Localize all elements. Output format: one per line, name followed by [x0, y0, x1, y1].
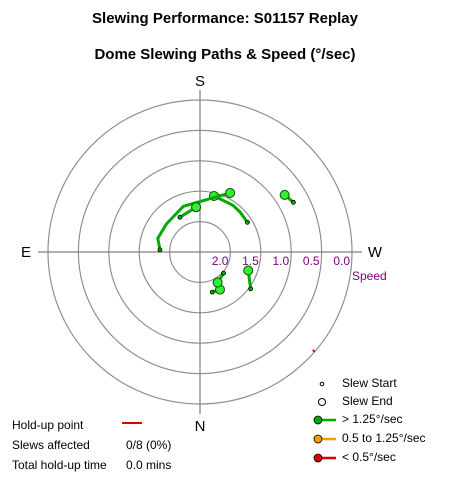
legend-slew-start: Slew Start: [342, 376, 397, 390]
holdup-line-icon: [122, 422, 142, 424]
slew-end-point-3: [191, 202, 202, 213]
legend-medium: 0.5 to 1.25°/sec: [342, 431, 426, 445]
compass-label-w: W: [368, 244, 383, 261]
speed-tick-label-3: 0.5: [303, 254, 320, 268]
slew-path-1: [212, 194, 249, 224]
chart-title: Slewing Performance: S01157 Replay: [92, 10, 358, 27]
total-holdup-label: Total hold-up time: [12, 458, 107, 472]
slew-start-point-6: [221, 270, 226, 276]
legend-fast: > 1.25°/sec: [342, 412, 403, 426]
legend-slew-end: Slew End: [342, 394, 393, 408]
slew-path-2: [156, 191, 232, 252]
slew-start-point-4: [209, 289, 215, 295]
legend-dot-0: [313, 415, 323, 425]
total-holdup-value: 0.0 mins: [126, 458, 172, 472]
slew-end-point-5: [243, 265, 254, 276]
slew-end-point-0: [279, 189, 290, 200]
slew-start-point-5: [248, 286, 254, 292]
legend-markers: [313, 381, 336, 463]
speed-tick-label-4: 0.0: [333, 254, 350, 268]
slews-affected-value: 0/8 (0%): [126, 438, 172, 452]
slew-end-point-6: [212, 277, 223, 288]
speed-ticks: 2.0 1.5 1.0 0.5 0.0: [212, 254, 351, 268]
slew-end-point-2: [225, 187, 236, 198]
slew-start-point-3: [177, 214, 183, 220]
speed-tick-label-0: 2.0: [212, 254, 229, 268]
slew-start-point-2: [157, 247, 163, 253]
slew-paths: [156, 187, 296, 295]
holdup-point-0: [312, 349, 316, 353]
holdup-point-label: Hold-up point: [12, 418, 84, 432]
speed-axis-label: Speed: [352, 269, 387, 283]
legend-dot-2: [313, 453, 323, 463]
slews-affected-label: Slews affected: [12, 438, 90, 452]
holdup-points: [312, 349, 316, 353]
polar-grid: [38, 90, 362, 414]
slew-start-point-0: [291, 199, 296, 205]
compass-label-e: E: [21, 244, 31, 261]
compass-label-n: N: [195, 418, 206, 435]
legend-slow: < 0.5°/sec: [342, 450, 396, 464]
speed-tick-label-2: 1.0: [273, 254, 290, 268]
legend-start-marker: [319, 381, 325, 387]
chart-subtitle: Dome Slewing Paths & Speed (°/sec): [94, 46, 356, 63]
compass-axes: S E W N Speed: [21, 73, 387, 435]
compass-label-s: S: [195, 73, 205, 90]
speed-tick-label-1: 1.5: [242, 254, 259, 268]
slew-start-point-1: [245, 219, 250, 225]
legend-end-marker: [318, 398, 326, 406]
legend-dot-1: [313, 434, 323, 444]
